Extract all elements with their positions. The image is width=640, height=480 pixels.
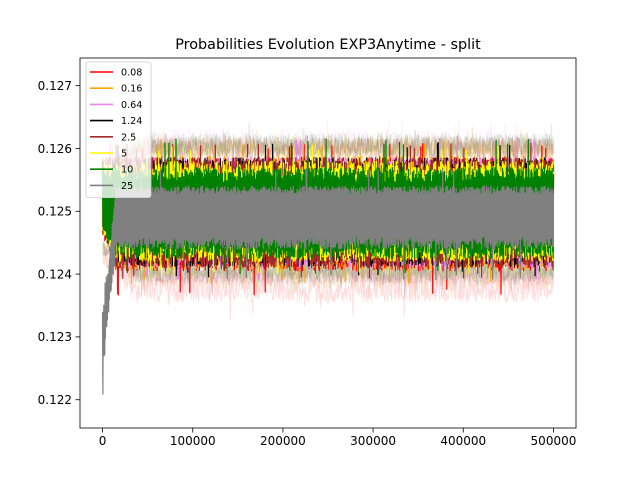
- y-tick-label: 0.125: [38, 205, 72, 219]
- legend-label: 0.16: [121, 84, 142, 95]
- y-tick-label: 0.127: [38, 79, 72, 93]
- envelope-line: [102, 252, 554, 321]
- legend-label: 5: [121, 149, 127, 160]
- x-tick-label: 300000: [350, 434, 396, 448]
- series-layer: [101, 119, 555, 395]
- x-axis: 0 100000 200000 300000 400000 500000: [99, 428, 577, 448]
- x-tick-label: 400000: [440, 434, 486, 448]
- envelope-line: [102, 120, 554, 175]
- legend-label: 0.08: [121, 68, 142, 79]
- y-tick-label: 0.123: [38, 330, 72, 344]
- series-line-25: [101, 167, 555, 395]
- legend-label: 0.64: [121, 100, 142, 111]
- x-tick-label: 0: [99, 434, 107, 448]
- x-tick-label: 500000: [531, 434, 577, 448]
- legend-label: 10: [121, 165, 133, 176]
- y-tick-label: 0.124: [38, 267, 72, 281]
- envelope-line: [102, 124, 554, 179]
- y-axis: 0.122 0.123 0.124 0.125 0.126 0.127: [38, 79, 80, 407]
- legend-label: 1.24: [121, 116, 142, 127]
- legend-label: 25: [121, 181, 133, 192]
- y-tick-label: 0.126: [38, 142, 72, 156]
- plot-frame: [79, 57, 577, 429]
- chart-title: Probabilities Evolution EXP3Anytime - sp…: [175, 37, 481, 53]
- legend-label: 2.5: [121, 132, 136, 143]
- legend: 0.08 0.16 0.64 1.24 2.5 5 10 25: [85, 61, 152, 199]
- envelope-line: [102, 121, 554, 178]
- y-tick-label: 0.122: [38, 393, 72, 407]
- x-tick-label: 200000: [260, 434, 306, 448]
- envelope-line: [102, 126, 554, 181]
- legend-box: [85, 61, 152, 199]
- envelope-line: [102, 124, 554, 175]
- envelope-line: [102, 119, 554, 175]
- x-tick-label: 100000: [170, 434, 216, 448]
